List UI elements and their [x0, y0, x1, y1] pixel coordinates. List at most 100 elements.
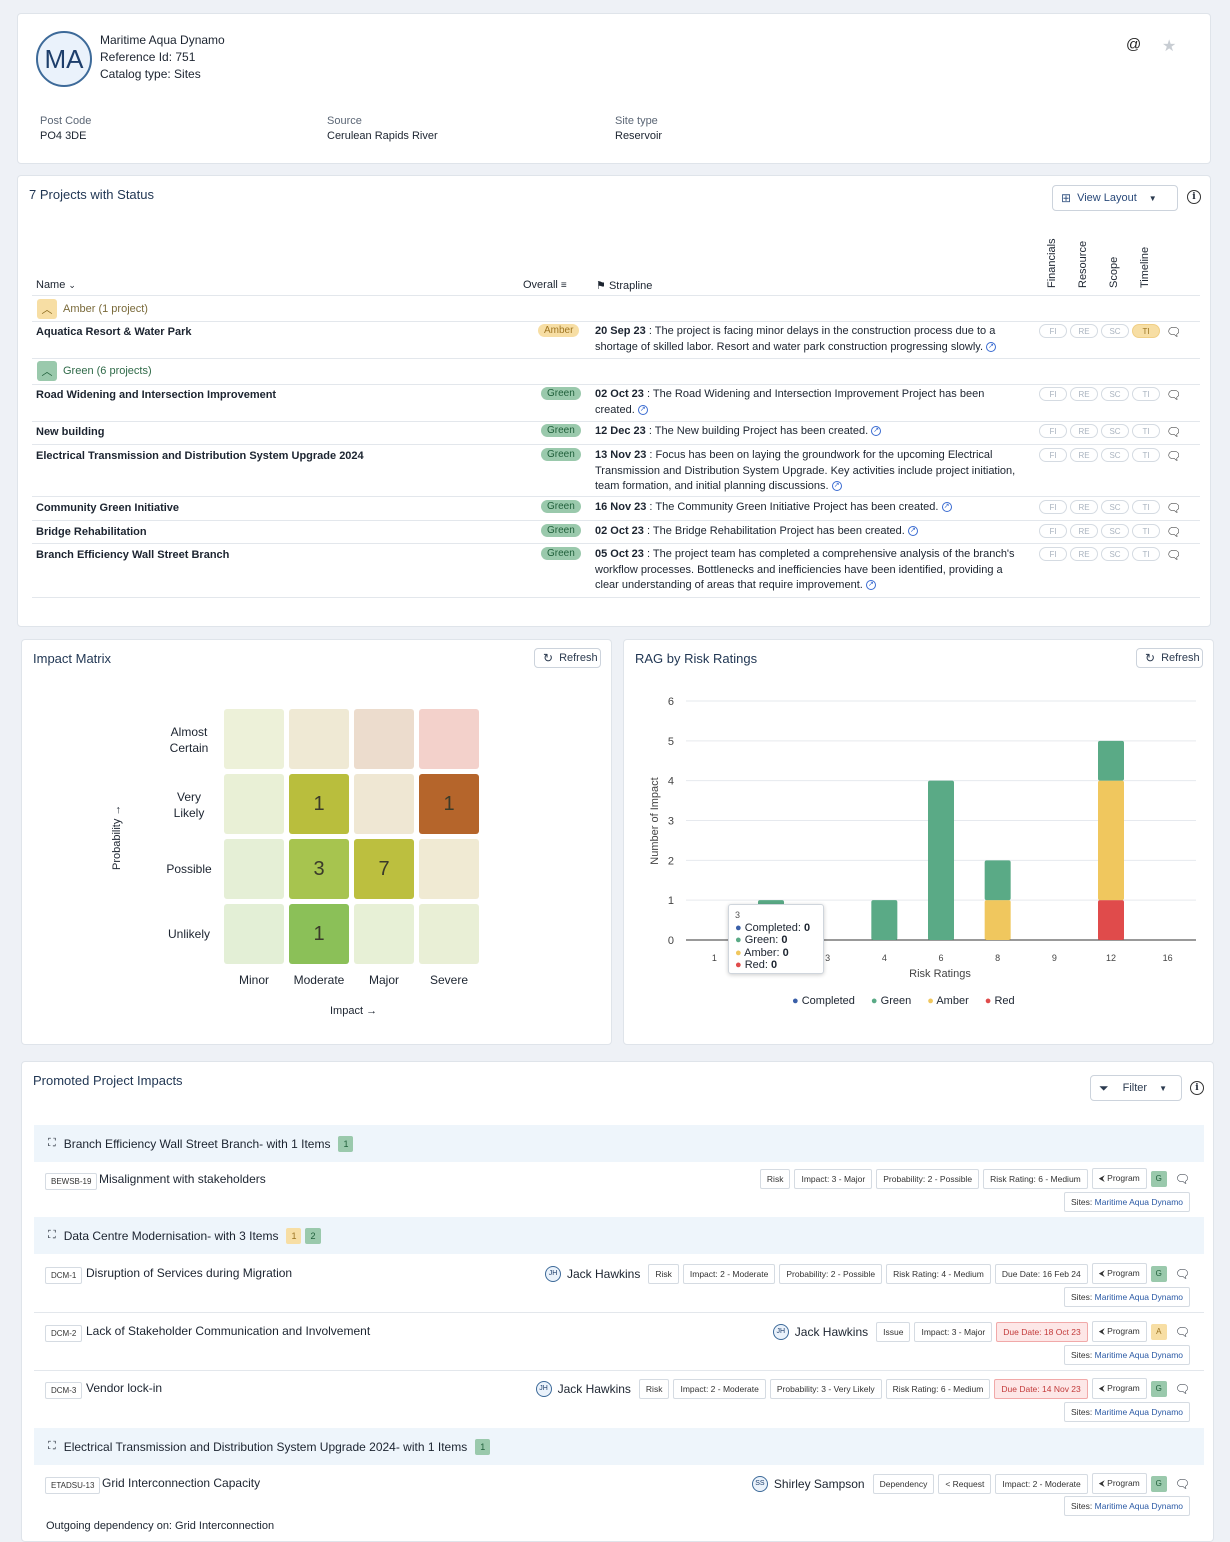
matrix-cell[interactable]: [224, 904, 284, 964]
item-code: DCM-2: [45, 1325, 83, 1342]
comments-icon[interactable]: 🗨: [1166, 449, 1182, 463]
info-icon[interactable]: i: [1190, 1081, 1204, 1095]
info-icon[interactable]: i: [1187, 190, 1201, 204]
comments-icon[interactable]: 🗨: [1174, 1381, 1190, 1396]
collapse-chevron-icon[interactable]: ︿: [37, 299, 57, 319]
link-icon[interactable]: ↗: [986, 341, 997, 352]
matrix-cell[interactable]: [354, 774, 414, 834]
refresh-button[interactable]: ↻ Refresh: [1136, 648, 1203, 668]
matrix-cell[interactable]: 7: [354, 839, 414, 899]
link-icon[interactable]: ↗: [941, 502, 952, 513]
comments-icon[interactable]: 🗨: [1166, 388, 1182, 402]
view-layout-button[interactable]: ⊞ View Layout ▼: [1052, 185, 1178, 211]
filter-button[interactable]: ⏷ Filter ▼: [1090, 1075, 1182, 1101]
project-name[interactable]: Branch Efficiency Wall Street Branch: [36, 549, 230, 561]
bar-amber: [1098, 780, 1124, 901]
matrix-cell[interactable]: [354, 709, 414, 769]
impact-item[interactable]: DCM-1 Disruption of Services during Migr…: [34, 1255, 1204, 1311]
assignee[interactable]: JH Jack Hawkins: [772, 1323, 868, 1340]
refresh-label: Refresh: [559, 652, 598, 664]
legend-item-amber[interactable]: ● Amber: [927, 995, 969, 1007]
matrix-cell[interactable]: [419, 904, 479, 964]
col-label: Minor: [238, 973, 269, 987]
view-layout-label: View Layout: [1077, 192, 1137, 204]
item-code: BEWSB-19: [45, 1173, 98, 1190]
filter-label: Filter: [1122, 1082, 1148, 1094]
item-sites[interactable]: Sites: Maritime Aqua Dynamo: [1064, 1287, 1190, 1307]
matrix-cell[interactable]: [419, 839, 479, 899]
rag-square: A: [1150, 1323, 1167, 1340]
comments-icon[interactable]: 🗨: [1166, 548, 1182, 562]
column-financials: Financials: [1046, 238, 1058, 288]
link-icon[interactable]: ↗: [865, 580, 876, 591]
link-icon[interactable]: ↗: [637, 404, 648, 415]
impact-group-header[interactable]: ⛶ Data Centre Modernisation- with 3 Item…: [34, 1217, 1204, 1254]
project-name[interactable]: Aquatica Resort & Water Park: [36, 326, 192, 338]
column-overall[interactable]: Overall ≡: [523, 279, 567, 291]
impact-group-title: Data Centre Modernisation- with 3 Items: [63, 1228, 279, 1243]
impact-item[interactable]: BEWSB-19 Misalignment with stakeholders …: [34, 1162, 1204, 1216]
comments-icon[interactable]: 🗨: [1166, 325, 1182, 339]
link-icon[interactable]: ↗: [871, 426, 882, 437]
count-badge: 2: [305, 1227, 321, 1244]
impact-item[interactable]: ETADSU-13 Grid Interconnection Capacity …: [34, 1466, 1204, 1542]
item-tags: JH Jack Hawkins Issue Impact: 3 - Major D…: [772, 1321, 1190, 1342]
comments-icon[interactable]: 🗨: [1174, 1476, 1190, 1491]
item-code: ETADSU-13: [45, 1477, 101, 1494]
legend-item-green[interactable]: ● Green: [870, 995, 912, 1007]
group-amber[interactable]: ︿ Amber (1 project): [37, 299, 148, 319]
matrix-cell[interactable]: [224, 839, 284, 899]
project-strapline: 02 Oct 23 : The Bridge Rehabilitation Pr…: [595, 524, 1025, 540]
legend-item-completed[interactable]: ● Completed: [792, 995, 855, 1007]
comments-icon[interactable]: 🗨: [1166, 525, 1182, 539]
refresh-label: Refresh: [1161, 652, 1200, 664]
star-icon[interactable]: ★: [1162, 38, 1177, 55]
matrix-cell[interactable]: [289, 709, 349, 769]
legend-item-red[interactable]: ● Red: [984, 995, 1015, 1007]
comments-icon[interactable]: 🗨: [1166, 501, 1182, 515]
project-name[interactable]: Electrical Transmission and Distribution…: [36, 450, 364, 462]
link-icon[interactable]: ↗: [907, 526, 918, 537]
impact-item[interactable]: DCM-3 Vendor lock-in JH Jack Hawkins Risk…: [34, 1371, 1204, 1427]
project-name[interactable]: Community Green Initiative: [36, 502, 180, 514]
comments-icon[interactable]: 🗨: [1174, 1266, 1190, 1281]
matrix-cell[interactable]: [354, 904, 414, 964]
rag-square: G: [1150, 1170, 1167, 1187]
column-name[interactable]: Name ⌄: [36, 279, 76, 291]
comments-icon[interactable]: 🗨: [1166, 425, 1182, 439]
collapse-chevron-icon[interactable]: ︿: [37, 361, 57, 381]
impact-group-header[interactable]: ⛶ Electrical Transmission and Distributi…: [34, 1428, 1204, 1465]
matrix-cell[interactable]: 1: [419, 774, 479, 834]
refresh-button[interactable]: ↻ Refresh: [534, 648, 601, 668]
matrix-cell[interactable]: 1: [289, 774, 349, 834]
assignee[interactable]: JH Jack Hawkins: [535, 1380, 631, 1397]
item-sites[interactable]: Sites: Maritime Aqua Dynamo: [1064, 1402, 1190, 1422]
project-name[interactable]: New building: [36, 426, 105, 438]
matrix-cell[interactable]: [419, 709, 479, 769]
matrix-cell[interactable]: [224, 774, 284, 834]
status-badge: Amber: [538, 324, 580, 337]
item-sites[interactable]: Sites: Maritime Aqua Dynamo: [1064, 1345, 1190, 1365]
project-name[interactable]: Road Widening and Intersection Improveme…: [36, 389, 277, 401]
matrix-cell[interactable]: [224, 709, 284, 769]
item-sites[interactable]: Sites: Maritime Aqua Dynamo: [1064, 1192, 1190, 1212]
projects-title: 7 Projects with Status: [29, 187, 154, 202]
assignee[interactable]: JH Jack Hawkins: [545, 1265, 640, 1282]
outgoing-dependency: Outgoing dependency on: Grid Interconnec…: [46, 1520, 275, 1532]
item-sites[interactable]: Sites: Maritime Aqua Dynamo: [1064, 1496, 1190, 1516]
bar-amber: [984, 900, 1011, 940]
chart-title: RAG by Risk Ratings: [635, 651, 758, 666]
matrix-cell[interactable]: 1: [289, 904, 349, 964]
comments-icon[interactable]: 🗨: [1174, 1171, 1190, 1186]
project-name[interactable]: Bridge Rehabilitation: [36, 526, 147, 538]
row-label: Unlikely: [167, 927, 210, 941]
comments-icon[interactable]: 🗨: [1174, 1324, 1190, 1339]
mention-icon[interactable]: @: [1126, 36, 1142, 53]
matrix-cell[interactable]: 3: [289, 839, 349, 899]
group-green[interactable]: ︿ Green (6 projects): [37, 361, 152, 381]
assignee[interactable]: SS Shirley Sampson: [751, 1475, 865, 1492]
impact-item[interactable]: DCM-2 Lack of Stakeholder Communication …: [34, 1313, 1204, 1369]
tooltip-line: ● Red: 0: [735, 959, 778, 971]
impact-group-header[interactable]: ⛶ Branch Efficiency Wall Street Branch- …: [34, 1125, 1204, 1162]
link-icon[interactable]: ↗: [831, 481, 842, 492]
